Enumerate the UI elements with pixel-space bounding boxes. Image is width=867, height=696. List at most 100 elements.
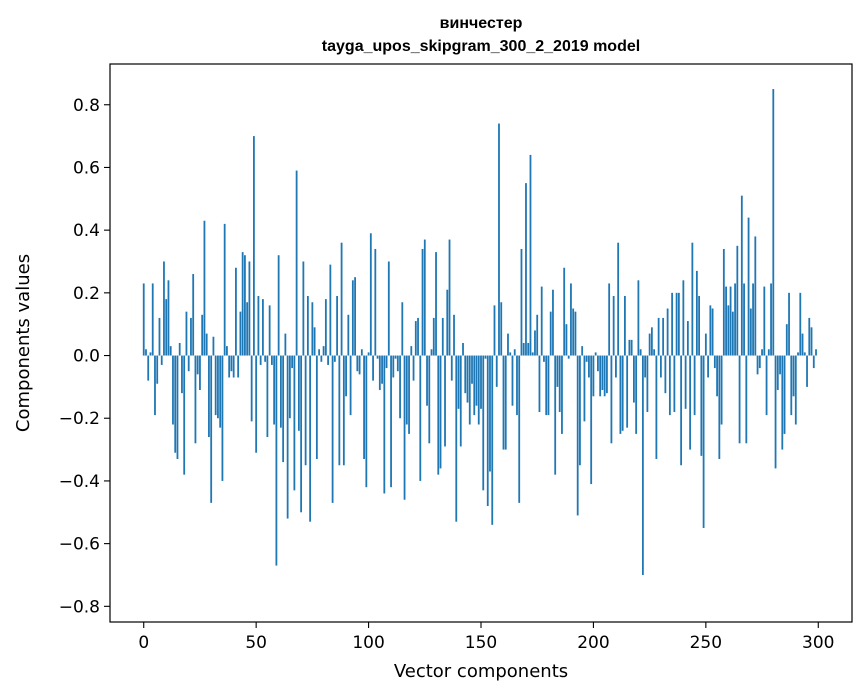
bar-252 xyxy=(709,305,712,356)
bar-169 xyxy=(522,343,525,356)
x-tick-label: 100 xyxy=(352,633,384,653)
bar-255 xyxy=(716,355,718,397)
bar-286 xyxy=(785,324,788,356)
bar-200 xyxy=(592,355,595,397)
bar-295 xyxy=(806,355,808,387)
bar-188 xyxy=(565,324,568,356)
bar-139 xyxy=(455,355,458,522)
bar-291 xyxy=(797,352,799,356)
bar-126 xyxy=(426,355,428,406)
bar-142 xyxy=(462,343,464,356)
bar-104 xyxy=(376,355,379,359)
bar-108 xyxy=(385,355,388,369)
bar-85 xyxy=(333,355,336,362)
bar-43 xyxy=(239,311,242,356)
bar-241 xyxy=(684,355,687,409)
bar-164 xyxy=(511,355,514,406)
bar-118 xyxy=(408,355,410,434)
bar-259 xyxy=(725,286,727,356)
bar-174 xyxy=(534,330,536,356)
x-tick-label: 250 xyxy=(690,633,722,653)
y-tick-label: −0.4 xyxy=(59,472,100,492)
bar-42 xyxy=(237,355,240,378)
bar-115 xyxy=(401,302,404,356)
y-tick-label: 0.8 xyxy=(73,96,100,116)
bar-90 xyxy=(345,355,347,397)
bar-221 xyxy=(639,349,642,356)
bar-72 xyxy=(304,355,307,466)
bar-37 xyxy=(226,346,228,356)
bar-296 xyxy=(808,317,811,356)
bar-52 xyxy=(259,355,262,365)
bar-211 xyxy=(617,242,620,356)
bar-111 xyxy=(392,355,395,378)
bar-27 xyxy=(203,220,206,356)
bar-30 xyxy=(210,355,213,503)
y-tick-label: 0.6 xyxy=(73,158,100,178)
bar-125 xyxy=(423,239,426,356)
bar-9 xyxy=(163,261,165,356)
bar-135 xyxy=(446,289,449,356)
bar-288 xyxy=(790,355,793,416)
bar-105 xyxy=(378,355,381,391)
bar-96 xyxy=(358,355,361,375)
bars-group xyxy=(142,89,817,575)
bar-34 xyxy=(219,355,222,428)
bar-179 xyxy=(545,355,548,416)
bar-222 xyxy=(641,355,644,575)
bar-224 xyxy=(646,355,649,412)
bar-84 xyxy=(331,355,334,503)
bar-77 xyxy=(315,355,318,459)
bar-19 xyxy=(185,311,188,356)
bar-213 xyxy=(621,355,624,431)
bar-290 xyxy=(794,355,797,425)
bar-225 xyxy=(648,333,651,356)
bar-130 xyxy=(435,252,437,356)
bar-44 xyxy=(241,252,244,356)
bar-190 xyxy=(570,283,572,356)
bar-5 xyxy=(154,355,156,416)
bar-257 xyxy=(720,355,723,425)
bar-263 xyxy=(734,283,736,356)
bar-3 xyxy=(149,352,152,356)
bar-166 xyxy=(516,355,518,416)
bar-205 xyxy=(603,355,606,397)
bar-231 xyxy=(662,317,665,356)
bar-1 xyxy=(145,349,147,356)
bar-154 xyxy=(489,355,491,472)
bar-16 xyxy=(178,343,181,356)
bar-285 xyxy=(783,355,786,434)
bar-33 xyxy=(217,355,219,419)
bar-237 xyxy=(675,292,678,356)
bar-233 xyxy=(666,308,669,356)
bar-26 xyxy=(201,314,204,356)
bar-210 xyxy=(615,355,617,378)
bar-148 xyxy=(475,355,478,406)
bar-278 xyxy=(767,349,770,356)
bar-127 xyxy=(428,355,431,444)
bar-284 xyxy=(781,355,784,450)
bar-165 xyxy=(513,349,516,356)
bar-269 xyxy=(747,217,750,356)
bar-258 xyxy=(722,248,725,356)
bar-194 xyxy=(579,355,581,466)
bar-143 xyxy=(464,355,467,394)
bar-132 xyxy=(439,355,442,469)
bar-10 xyxy=(165,299,168,356)
bar-232 xyxy=(664,355,667,394)
bar-220 xyxy=(637,280,640,356)
y-tick-label: 0.0 xyxy=(73,347,100,367)
bar-76 xyxy=(313,327,316,356)
bar-59 xyxy=(275,355,278,566)
bar-97 xyxy=(360,349,363,356)
bar-266 xyxy=(740,195,743,356)
bar-4 xyxy=(151,283,154,356)
bar-212 xyxy=(619,355,622,434)
bar-178 xyxy=(543,355,545,362)
bar-80 xyxy=(322,346,325,356)
bar-299 xyxy=(815,349,817,356)
bar-138 xyxy=(453,314,455,356)
bar-172 xyxy=(529,154,532,356)
bar-63 xyxy=(284,333,287,356)
bar-82 xyxy=(327,355,329,365)
